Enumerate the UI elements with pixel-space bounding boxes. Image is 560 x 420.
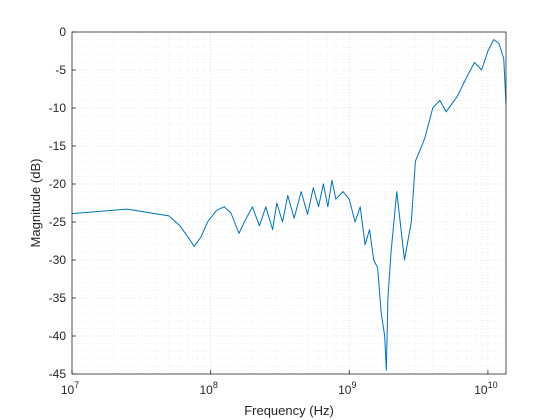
y-axis-label: Magnitude (dB) (28, 159, 43, 248)
x-tick-label: 107 (61, 380, 79, 397)
x-axis-label: Frequency (Hz) (244, 403, 334, 418)
y-tick-label: -5 (55, 63, 66, 77)
x-tick-label: 1010 (474, 380, 497, 397)
plot-background (72, 32, 506, 374)
y-tick-label: -35 (49, 291, 67, 305)
y-tick-label: -45 (49, 367, 67, 381)
x-tick-label: 109 (338, 380, 356, 397)
y-tick-label: -10 (49, 101, 67, 115)
grid-minor (72, 32, 506, 374)
y-tick-label: -25 (49, 215, 67, 229)
y-tick-label: -15 (49, 139, 67, 153)
plot-frame (71, 31, 507, 375)
magnitude-series-line (71, 39, 507, 371)
x-tick-label: 108 (199, 380, 217, 397)
y-tick-label: -20 (49, 177, 67, 191)
y-tick-label: 0 (59, 25, 66, 39)
y-axis: 0 -5 -10 -15 -20 -25 -30 -35 -40 -45 (49, 25, 76, 381)
series-layer (71, 39, 507, 371)
y-tick-label: -30 (49, 253, 67, 267)
y-tick-label: -40 (49, 329, 67, 343)
